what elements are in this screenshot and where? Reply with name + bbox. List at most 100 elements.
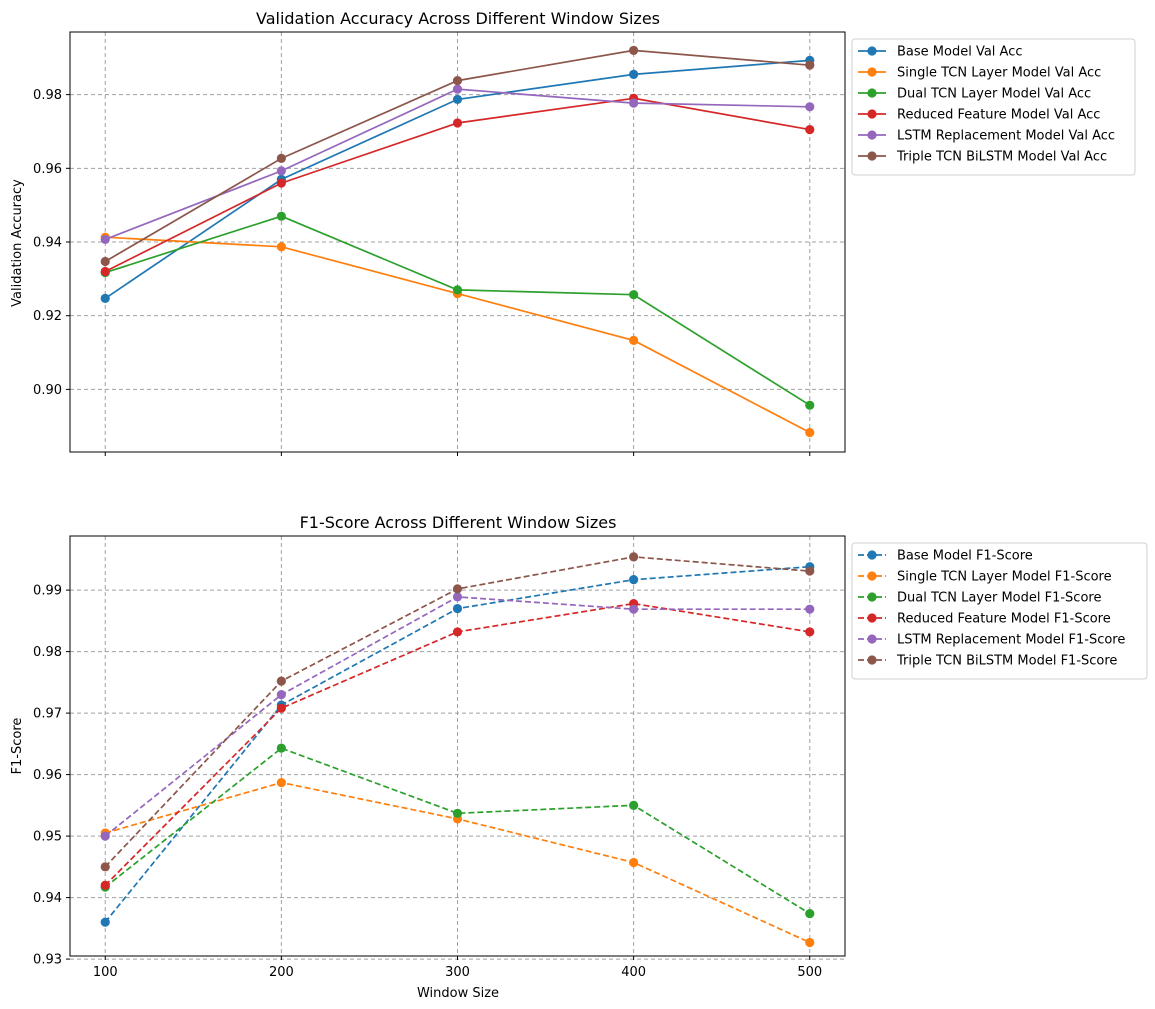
validation-accuracy-chart: Validation Accuracy Across Different Win… bbox=[10, 9, 1136, 456]
legend-label: LSTM Replacement Model Val Acc bbox=[897, 129, 1115, 144]
x-tick-label: 300 bbox=[445, 965, 470, 980]
data-point bbox=[805, 566, 815, 576]
data-point bbox=[629, 604, 639, 614]
legend-marker bbox=[867, 550, 877, 560]
x-tick-label: 200 bbox=[269, 965, 294, 980]
data-point bbox=[276, 178, 286, 188]
data-point bbox=[805, 60, 815, 70]
legend-marker bbox=[867, 592, 877, 602]
data-point bbox=[276, 242, 286, 252]
y-tick-label: 0.95 bbox=[33, 830, 62, 845]
data-point bbox=[805, 400, 815, 410]
data-point bbox=[100, 880, 110, 890]
data-point bbox=[629, 45, 639, 56]
data-point bbox=[805, 125, 815, 135]
data-point bbox=[276, 777, 286, 788]
legend-marker bbox=[867, 46, 877, 56]
legend-label: Dual TCN Layer Model Val Acc bbox=[897, 87, 1091, 102]
y-tick-label: 0.90 bbox=[33, 383, 62, 398]
data-point bbox=[629, 800, 639, 810]
legend-marker bbox=[867, 130, 877, 140]
legend-marker bbox=[867, 88, 877, 98]
series-line-2 bbox=[104, 747, 811, 915]
y-tick-label: 0.99 bbox=[33, 584, 62, 599]
x-tick-label: 100 bbox=[93, 965, 118, 980]
y-tick-label: 0.97 bbox=[33, 707, 62, 722]
legend-marker bbox=[867, 634, 877, 644]
data-point bbox=[100, 293, 110, 303]
legend-marker bbox=[867, 655, 877, 665]
data-point bbox=[805, 937, 815, 948]
data-point bbox=[452, 84, 463, 94]
data-point bbox=[452, 118, 463, 128]
legend-marker bbox=[867, 571, 877, 581]
y-axis-label: Validation Accuracy bbox=[10, 179, 25, 307]
data-point bbox=[276, 743, 286, 753]
data-point bbox=[276, 676, 286, 686]
legend-marker bbox=[867, 109, 877, 119]
data-point bbox=[452, 584, 463, 594]
data-point bbox=[100, 266, 110, 277]
y-tick-label: 0.96 bbox=[33, 162, 62, 177]
data-point bbox=[452, 94, 463, 105]
y-tick-label: 0.92 bbox=[33, 309, 62, 324]
legend-marker bbox=[867, 67, 877, 77]
chart-title: Validation Accuracy Across Different Win… bbox=[256, 9, 660, 28]
y-tick-label: 0.98 bbox=[33, 88, 62, 103]
data-point bbox=[629, 69, 639, 79]
data-point bbox=[452, 592, 463, 602]
legend-marker bbox=[867, 151, 877, 161]
series-line-3 bbox=[104, 602, 810, 886]
plot-area: 0.90 0.92 0.94 0.96 0.98 bbox=[33, 31, 846, 456]
legend-label: Triple TCN BiLSTM Model Val Acc bbox=[896, 150, 1107, 165]
data-point bbox=[452, 76, 463, 86]
legend-label: Single TCN Layer Model F1-Score bbox=[897, 570, 1112, 585]
legend-label: Reduced Feature Model Val Acc bbox=[897, 108, 1100, 123]
data-point bbox=[100, 917, 110, 927]
data-point bbox=[276, 153, 286, 163]
y-tick-label: 0.94 bbox=[33, 236, 62, 251]
data-point bbox=[276, 211, 286, 221]
data-point bbox=[629, 98, 639, 108]
legend-label: Base Model Val Acc bbox=[897, 45, 1023, 60]
data-point bbox=[452, 285, 463, 295]
y-tick-label: 0.98 bbox=[33, 645, 62, 660]
x-axis-label: Window Size bbox=[417, 986, 499, 1001]
data-point bbox=[276, 690, 286, 700]
data-point bbox=[629, 290, 639, 300]
legend-label: LSTM Replacement Model F1-Score bbox=[897, 633, 1125, 648]
x-tick-label: 400 bbox=[621, 965, 646, 980]
chart-title: F1-Score Across Different Window Sizes bbox=[300, 513, 617, 532]
data-point bbox=[805, 604, 815, 614]
data-point bbox=[452, 603, 463, 614]
data-point bbox=[629, 335, 639, 345]
legend: Base Model F1-Score Single TCN Layer Mode… bbox=[851, 542, 1148, 680]
legend-label: Dual TCN Layer Model F1-Score bbox=[897, 591, 1101, 606]
f1-score-chart: F1-Score Across Different Window Sizes F… bbox=[10, 513, 1148, 1001]
legend-label: Triple TCN BiLSTM Model F1-Score bbox=[896, 654, 1117, 669]
data-point bbox=[100, 831, 110, 841]
data-point bbox=[629, 575, 639, 585]
legend: Base Model Val Acc Single TCN Layer Model… bbox=[851, 38, 1136, 176]
data-point bbox=[629, 857, 639, 868]
y-axis-label: F1-Score bbox=[10, 718, 25, 775]
data-point bbox=[276, 166, 286, 176]
data-point bbox=[100, 256, 110, 267]
legend-box bbox=[851, 542, 1148, 680]
legend-label: Single TCN Layer Model Val Acc bbox=[897, 66, 1101, 81]
y-tick-label: 0.96 bbox=[33, 768, 62, 783]
data-point bbox=[452, 627, 463, 637]
plot-area: 0.93 0.94 0.95 0.96 0.97 0.98 0.99 100 200 300 400… bbox=[33, 535, 846, 980]
legend-label: Reduced Feature Model F1-Score bbox=[897, 612, 1111, 627]
y-tick-label: 0.93 bbox=[33, 953, 62, 968]
legend-box bbox=[851, 38, 1136, 176]
x-tick-label: 500 bbox=[797, 965, 822, 980]
data-point bbox=[805, 627, 815, 637]
legend-label: Base Model F1-Score bbox=[897, 549, 1033, 564]
data-point bbox=[100, 862, 110, 872]
data-point bbox=[100, 234, 110, 245]
legend-marker bbox=[867, 613, 877, 623]
data-point bbox=[805, 427, 815, 438]
data-point bbox=[276, 703, 286, 713]
